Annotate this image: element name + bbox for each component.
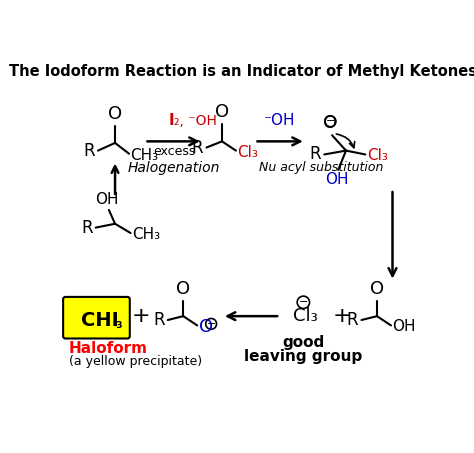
Text: Cl₃: Cl₃ (292, 307, 317, 325)
Text: ₃: ₃ (115, 316, 122, 331)
Text: −: − (207, 319, 216, 329)
Text: ⁻OH: ⁻OH (264, 113, 296, 128)
Text: leaving group: leaving group (244, 348, 363, 363)
Text: ₂, ⁻OH: ₂, ⁻OH (174, 114, 217, 128)
Text: R: R (83, 142, 95, 159)
Text: R: R (310, 145, 321, 164)
Text: R: R (153, 311, 164, 329)
Text: CH₃: CH₃ (132, 227, 160, 242)
Text: Haloform: Haloform (69, 341, 147, 356)
FancyBboxPatch shape (63, 297, 130, 338)
Text: OH: OH (96, 192, 119, 207)
Text: O: O (199, 318, 213, 336)
Text: R: R (192, 139, 203, 157)
Text: +: + (131, 306, 150, 326)
Text: OH: OH (325, 172, 348, 187)
Text: R: R (81, 219, 92, 236)
Text: Nu acyl substitution: Nu acyl substitution (259, 161, 383, 173)
Text: OH: OH (392, 319, 416, 334)
Text: O: O (176, 280, 191, 298)
Text: excess: excess (153, 145, 195, 158)
Text: R: R (347, 311, 358, 329)
Text: The Iodoform Reaction is an Indicator of Methyl Ketones: The Iodoform Reaction is an Indicator of… (9, 64, 474, 79)
Text: (a yellow precipitate): (a yellow precipitate) (69, 355, 201, 368)
Text: I: I (168, 113, 174, 128)
Text: Halogenation: Halogenation (128, 161, 220, 174)
Text: CHI: CHI (81, 310, 118, 329)
Text: O: O (108, 105, 122, 123)
Text: +: + (333, 306, 351, 326)
Text: −: − (299, 297, 308, 307)
Text: good: good (282, 335, 325, 351)
Text: Cl₃: Cl₃ (367, 148, 388, 163)
Text: Cl₃: Cl₃ (237, 145, 257, 159)
Text: O: O (370, 280, 384, 298)
Text: O: O (323, 114, 337, 132)
Text: O: O (215, 103, 229, 121)
Text: CH₃: CH₃ (130, 148, 159, 163)
Text: −: − (326, 116, 335, 126)
